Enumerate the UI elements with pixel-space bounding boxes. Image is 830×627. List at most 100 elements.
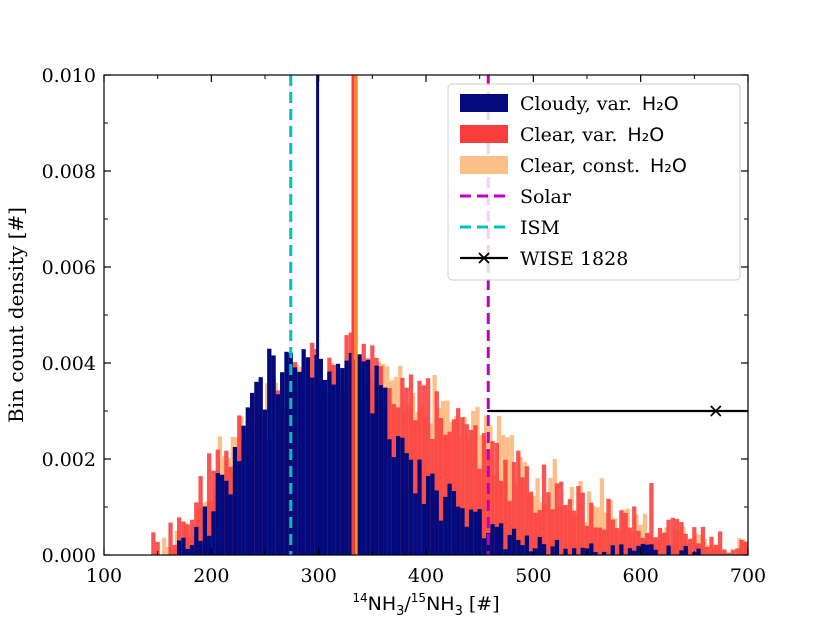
legend-entry: Cloudy, var. H₂O	[460, 93, 679, 115]
histogram-bar	[434, 391, 439, 555]
histogram-bar	[327, 371, 332, 555]
histogram-bar	[524, 535, 530, 555]
histogram-bar	[426, 475, 431, 555]
histogram-bar	[653, 549, 658, 555]
histogram-bar	[649, 483, 654, 555]
histogram-bar	[481, 433, 487, 555]
x-tick-label: 100	[86, 565, 122, 587]
histogram-bar	[215, 473, 220, 555]
y-tick-label: 0.010	[42, 65, 96, 87]
histogram-bar	[490, 524, 495, 555]
histogram-bar	[219, 474, 225, 555]
histogram-bar	[638, 524, 643, 555]
histogram-bar	[166, 547, 171, 555]
histogram-bar	[636, 545, 641, 555]
series-2	[176, 348, 701, 555]
legend-entry: ISM	[460, 217, 560, 239]
x-tick-label: 300	[301, 565, 337, 587]
histogram-bar	[387, 439, 392, 555]
y-tick-label: 0.000	[42, 545, 96, 567]
histogram-bar	[494, 442, 499, 555]
x-axis-label: 14NH3/15NH3 [#]	[352, 591, 499, 619]
histogram-bar	[498, 480, 504, 555]
histogram-bar	[529, 491, 534, 555]
histogram-bar	[172, 544, 177, 555]
histogram-bar	[161, 538, 167, 555]
legend-label: Clear, var. H₂O	[520, 124, 664, 146]
histogram-bar	[550, 546, 555, 555]
histogram-bar	[623, 512, 628, 555]
histogram-bar	[599, 478, 605, 555]
histogram-bar	[632, 550, 637, 555]
bars-layer	[151, 332, 748, 555]
histogram-bar	[434, 490, 439, 555]
histogram-bar	[537, 509, 542, 555]
histogram-bar	[632, 506, 637, 555]
y-tick-label: 0.006	[42, 257, 96, 279]
histogram-bar	[419, 403, 424, 555]
x-tick-label: 500	[515, 565, 551, 587]
histogram-bar	[329, 362, 334, 555]
histogram-bar	[509, 435, 515, 555]
histogram-bar	[627, 548, 633, 555]
legend-box	[447, 83, 741, 281]
histogram-bar	[483, 415, 489, 555]
histogram-bar	[666, 545, 671, 555]
histogram-bar	[322, 379, 328, 555]
histogram-bar	[722, 549, 727, 555]
legend-entry: Solar	[460, 186, 572, 208]
legend-marker	[478, 252, 490, 264]
histogram-bar	[498, 523, 504, 555]
histogram-bar	[421, 503, 426, 555]
histogram-bar	[675, 519, 680, 555]
histogram-bar	[185, 524, 190, 555]
histogram-bar	[406, 403, 411, 555]
histogram-bar	[310, 377, 315, 555]
histogram-bar	[370, 413, 375, 555]
histogram-bar	[151, 532, 156, 555]
histogram-bar	[200, 502, 205, 555]
histogram-bar	[447, 483, 452, 555]
histogram-bar	[614, 527, 620, 555]
histogram-bar	[413, 420, 418, 555]
histogram-bar	[451, 491, 457, 555]
histogram-bar	[303, 362, 308, 555]
histogram-bar	[587, 491, 592, 555]
histogram-bar	[619, 544, 624, 555]
histogram-bar	[576, 486, 581, 555]
histogram-bar	[189, 519, 195, 555]
histogram-bar	[554, 539, 560, 555]
legend-entry: Clear, var. H₂O	[460, 124, 664, 146]
histogram-bar	[563, 548, 568, 555]
histogram-bar	[548, 477, 553, 555]
histogram-bar	[468, 509, 474, 555]
histogram-bar	[443, 496, 448, 555]
histogram-bar	[602, 529, 607, 555]
histogram-bar	[393, 376, 399, 555]
errorbar-marker	[710, 405, 722, 417]
histogram-bar	[155, 541, 160, 555]
histogram-bar	[687, 539, 693, 555]
histogram-bar	[445, 400, 450, 555]
y-axis-label: Bin count density [#]	[4, 207, 28, 423]
histogram-bar	[194, 526, 199, 555]
histogram-bar	[522, 461, 527, 555]
histogram-bar	[185, 548, 190, 555]
histogram-bar	[426, 378, 431, 555]
histogram-bar	[520, 545, 525, 555]
histogram-bar	[241, 425, 246, 555]
histogram-bar	[249, 392, 255, 555]
histogram-bar	[292, 367, 298, 555]
histogram-bar	[490, 441, 495, 555]
histogram-bar	[471, 411, 476, 555]
histogram-bar	[541, 544, 547, 555]
histogram-bar	[627, 527, 633, 555]
ticks-layer: 100 200 300 400 500 600 700 0.000 0.002 0.004 0.00…	[42, 65, 767, 587]
histogram-bar	[404, 453, 409, 555]
histogram-bar	[529, 551, 534, 555]
histogram-bar	[189, 545, 195, 555]
histogram-bar	[644, 544, 650, 555]
x-tick-label: 200	[193, 565, 229, 587]
histogram-bar	[408, 459, 414, 555]
